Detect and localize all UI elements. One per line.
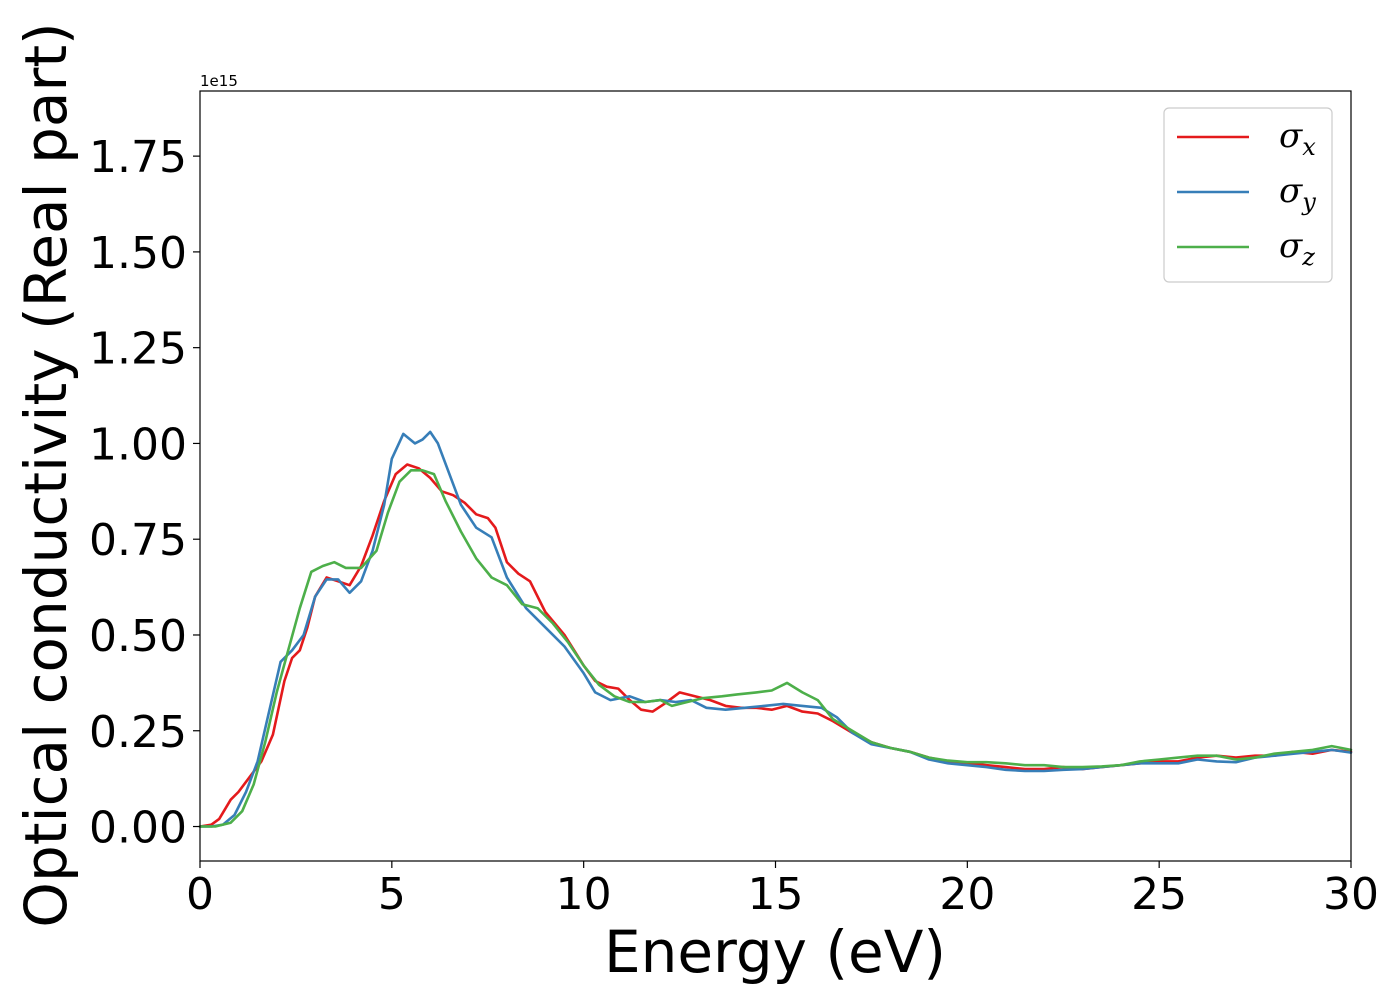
y-tick-label: 0.25 (89, 707, 187, 758)
axes: 0 5 10 15 20 25 30 0.00 0.25 0.50 0.75 1.00 1.25 1.50… (89, 90, 1379, 920)
series-line-x (198, 463, 1353, 828)
series-line-z (198, 469, 1353, 828)
legend-label-x: σx (1279, 116, 1316, 161)
plot-area (198, 430, 1353, 828)
y-tick-label: 1.75 (89, 132, 187, 183)
series-line-y (198, 430, 1353, 828)
y-tick-label: 0.50 (89, 611, 187, 662)
x-tick-label: 0 (186, 869, 214, 920)
legend-label-y: σy (1279, 171, 1316, 216)
y-tick-label: 1.25 (89, 324, 187, 375)
y-offset-text: 1e15 (200, 72, 238, 90)
legend-box (1163, 107, 1333, 283)
legend-label-z: σz (1279, 226, 1315, 271)
y-tick-label: 1.00 (89, 419, 187, 470)
legend: σx σy σz (1163, 107, 1333, 283)
y-axis-label: Optical conductivity (Real part) (12, 22, 80, 927)
x-tick-label: 15 (748, 869, 804, 920)
y-tick-label: 0.75 (89, 515, 187, 566)
y-tick-label: 0.00 (89, 803, 187, 854)
x-tick-label: 10 (556, 869, 612, 920)
x-axis-label: Energy (eV) (604, 918, 946, 986)
x-tick-label: 25 (1131, 869, 1187, 920)
x-tick-label: 30 (1323, 869, 1379, 920)
x-tick-label: 5 (378, 869, 406, 920)
y-tick-label: 1.50 (89, 228, 187, 279)
x-tick-label: 20 (939, 869, 995, 920)
